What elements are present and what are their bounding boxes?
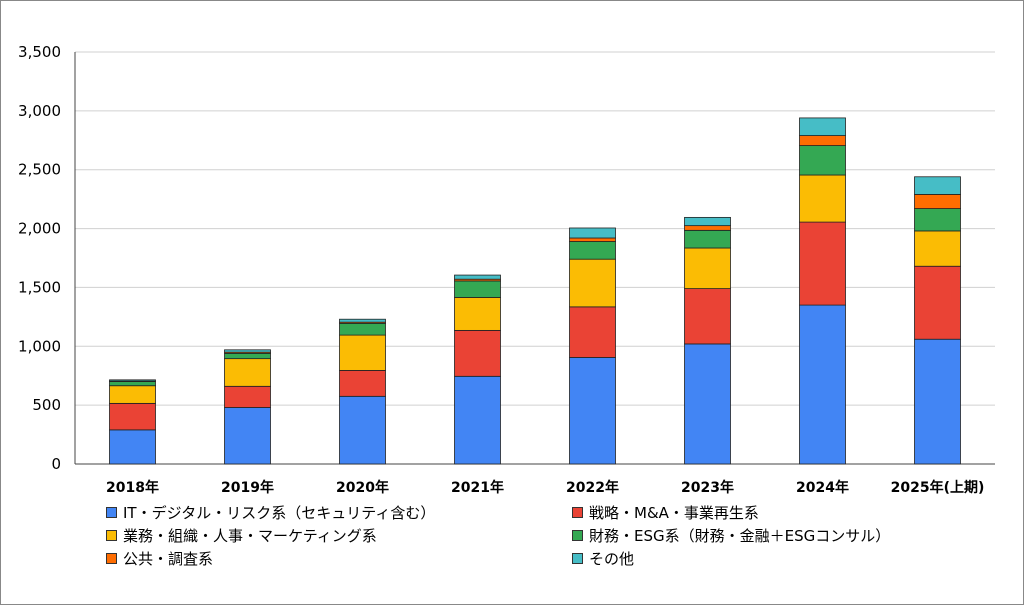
bar-segment [569,306,616,358]
bar-segment [684,229,731,249]
bar-segment [109,402,156,431]
y-tick-label: 500 [32,396,61,414]
x-tick-label: 2019年 [221,479,274,496]
bar-segment [799,304,846,465]
bar-segment [339,395,386,465]
bar-segment [454,274,501,280]
bar-segment [224,352,271,360]
bar-segment [914,338,961,465]
bar-segment [799,145,846,176]
bar-segment [109,379,156,382]
bar-segment [339,318,386,323]
bar-segment [569,237,616,242]
bar-segment [109,381,156,387]
x-tick-label: 2018年 [106,479,159,496]
y-tick-label: 2,000 [18,220,61,238]
legend-swatch [106,553,117,564]
bar-segment [454,329,501,377]
bar-segment [454,280,501,298]
bar-segment [454,375,501,465]
y-tick-label: 2,500 [18,161,61,179]
bar-segment [224,385,271,408]
bar-segment [684,288,731,345]
bar-segment [339,370,386,397]
x-tick-label: 2020年 [336,479,389,496]
legend-label: IT・デジタル・リスク系（セキュリティ含む） [123,504,436,522]
bar-segment [569,357,616,465]
legend-item: 戦略・M&A・事業再生系 [572,502,759,523]
bar-segment [914,230,961,267]
legend-swatch [106,507,117,518]
x-tick-label: 2025年(上期) [891,479,985,496]
bar-segment [914,194,961,209]
bar-segment [684,225,731,231]
legend-item: 財務・ESG系（財務・金融＋ESGコンサル） [572,525,890,546]
bar-segment [224,407,271,465]
legend-label: その他 [589,550,635,568]
bar-segment [109,429,156,465]
bar-segment [684,216,731,227]
legend-label: 業務・組織・人事・マーケティング系 [123,527,377,545]
bar-segment [799,221,846,306]
bar-segment [914,265,961,340]
bar-segment [109,385,156,404]
bar-segment [914,176,961,195]
legend-item: 業務・組織・人事・マーケティング系 [106,525,377,546]
bar-segment [799,135,846,146]
legend-label: 財務・ESG系（財務・金融＋ESGコンサル） [589,527,891,545]
legend-swatch [572,530,583,541]
bar-segment [569,241,616,260]
bar-segment [799,117,846,136]
bar-segment [339,334,386,371]
x-tick-label: 2021年 [451,479,504,496]
y-tick-label: 0 [51,455,61,473]
bar-segment [339,322,386,336]
y-tick-label: 3,500 [18,43,61,61]
bar-segment [684,343,731,465]
y-tick-label: 1,500 [18,278,61,296]
bar-segment [224,349,271,353]
legend-item: その他 [572,548,634,569]
legend-swatch [106,530,117,541]
legend-item: 公共・調査系 [106,548,213,569]
legend-swatch [572,553,583,564]
legend-swatch [572,507,583,518]
x-tick-label: 2024年 [796,479,849,496]
bar-segment [569,258,616,308]
x-tick-label: 2022年 [566,479,619,496]
x-tick-label: 2023年 [681,479,734,496]
legend-label: 公共・調査系 [123,550,214,568]
bar-segment [684,247,731,290]
legend-label: 戦略・M&A・事業再生系 [589,504,759,522]
legend-item: IT・デジタル・リスク系（セキュリティ含む） [106,502,435,523]
bar-segment [224,358,271,387]
y-tick-label: 3,000 [18,102,61,120]
bar-segment [914,208,961,232]
bar-segment [454,297,501,331]
y-tick-label: 1,000 [18,337,61,355]
bar-segment [799,174,846,223]
bar-segment [569,227,616,239]
